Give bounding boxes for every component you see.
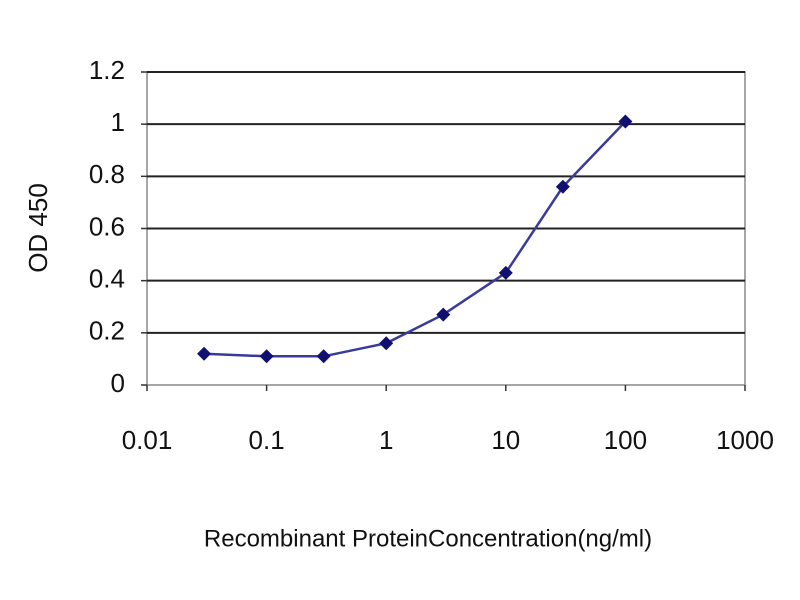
marker (555, 179, 570, 194)
x-axis-label: Recombinant ProteinConcentration(ng/ml) (204, 525, 652, 552)
marker (197, 346, 212, 361)
y-tick-label: 0.2 (89, 316, 125, 346)
y-axis-label: OD 450 (23, 183, 53, 273)
y-tick-label: 0.4 (89, 264, 125, 294)
series-line (204, 120, 627, 358)
x-tick-label: 0.01 (122, 425, 173, 455)
marker (259, 349, 274, 364)
y-tick-label: 0.6 (89, 211, 125, 241)
x-tick-label: 0.1 (249, 425, 285, 455)
marker (618, 114, 633, 129)
x-tick-label: 1 (379, 425, 393, 455)
marker (316, 349, 331, 364)
x-tick-label: 100 (604, 425, 647, 455)
marker (436, 307, 451, 322)
y-tick-label: 0.8 (89, 159, 125, 189)
y-tick-label: 1 (111, 107, 125, 137)
x-tick-label: 1000 (716, 425, 774, 455)
x-tick-label: 10 (491, 425, 520, 455)
y-tick-label: 1.2 (89, 55, 125, 85)
y-tick-label: 0 (111, 368, 125, 398)
marker (498, 265, 513, 280)
marker (379, 336, 394, 351)
